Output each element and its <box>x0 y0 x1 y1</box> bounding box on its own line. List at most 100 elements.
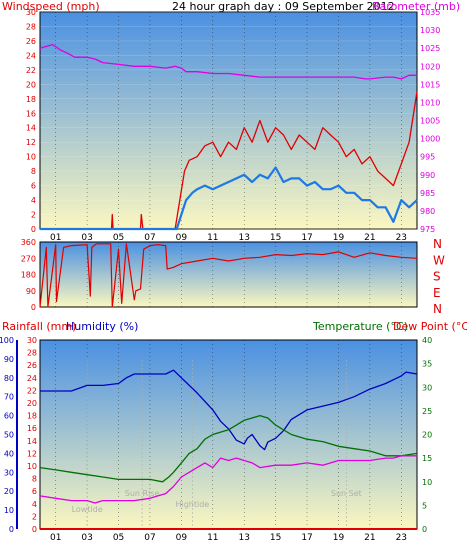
wind-left-y-tick-label: 6 <box>31 182 36 191</box>
wind-left-y-tick-label: 14 <box>26 124 36 133</box>
series-pressure <box>39 43 417 80</box>
wind-x-tick-label: 05 <box>113 233 124 243</box>
climate-x-tick-label: 01 <box>50 533 61 543</box>
wind-x-tick-label: 13 <box>238 233 249 243</box>
direction-compass-label: W <box>433 253 445 267</box>
rain-y-tick-label: 18 <box>27 412 37 421</box>
wind-left-y-tick-label: 18 <box>26 95 36 104</box>
climate-x-tick-label: 13 <box>238 533 249 543</box>
series-temperature <box>39 414 418 483</box>
chart-title: 24 hour graph day : 09 September 2012 <box>172 0 395 13</box>
direction-compass-label: S <box>433 270 441 284</box>
rain-label: Rainfall (mm) <box>2 320 76 333</box>
humidity-y-tick-label: 70 <box>4 393 14 402</box>
climate-x-tick-label: 05 <box>113 533 124 543</box>
wind-left-y-tick-label: 20 <box>26 80 36 89</box>
wind-left-y-tick-label: 4 <box>31 196 36 205</box>
humidity-y-tick-label: 40 <box>4 449 14 458</box>
climate-x-tick-label: 19 <box>333 533 345 543</box>
direction-compass-label: E <box>433 286 441 300</box>
rain-y-tick-label: 16 <box>27 424 37 433</box>
wind-x-tick-label: 23 <box>396 233 407 243</box>
wind-right-y-tick-label: 990 <box>420 171 435 180</box>
wind-right-y-tick-label: 995 <box>420 153 435 162</box>
climate-x-tick-label: 09 <box>176 533 188 543</box>
series-gust <box>40 91 418 230</box>
humidity-label: Humidity (%) <box>66 320 138 333</box>
humidity-y-tick-label: 60 <box>4 412 14 421</box>
wind-left-y-tick-label: 16 <box>26 109 36 118</box>
series-dewpoint <box>39 455 417 504</box>
wind-x-tick-label: 11 <box>207 233 218 243</box>
rain-y-tick-label: 12 <box>27 449 37 458</box>
rain-y-tick-label: 28 <box>27 349 37 358</box>
wind-left-y-tick-label: 10 <box>26 153 36 162</box>
rain-y-tick-label: 4 <box>32 500 37 509</box>
wind-right-y-tick-label: 1025 <box>420 44 440 53</box>
wind-right-y-tick-label: 1030 <box>420 26 440 35</box>
humidity-y-tick-label: 30 <box>4 468 14 477</box>
wind-x-tick-label: 03 <box>81 233 92 243</box>
climate-x-tick-label: 23 <box>396 533 407 543</box>
climate-x-tick-label: 17 <box>301 533 312 543</box>
wind-left-y-tick-label: 22 <box>26 66 36 75</box>
temp-y-tick-label: 25 <box>422 407 432 416</box>
wind-x-tick-label: 01 <box>50 233 61 243</box>
temp-y-tick-label: 35 <box>422 360 432 369</box>
temperature-label: Temperature (°C) <box>312 320 408 333</box>
climate-x-tick-label: 07 <box>144 533 155 543</box>
dir-left-y-tick-label: 90 <box>26 287 36 296</box>
temp-y-tick-label: 15 <box>422 454 432 463</box>
rain-y-tick-label: 0 <box>32 525 37 534</box>
wind-left-y-tick-label: 12 <box>26 138 36 147</box>
dir-left-y-tick-label: 360 <box>21 238 36 247</box>
wind-left-y-tick-label: 8 <box>31 167 36 176</box>
direction-compass-label: N <box>433 237 442 251</box>
wind-right-y-tick-label: 1010 <box>420 98 440 107</box>
temp-y-tick-label: 20 <box>422 431 432 440</box>
rain-y-tick-label: 6 <box>32 487 37 496</box>
rain-y-tick-label: 14 <box>27 437 37 446</box>
humidity-y-tick-label: 50 <box>4 431 14 440</box>
wind-right-label: Barometer (mb) <box>372 0 460 13</box>
dir-left-y-tick-label: 270 <box>21 254 36 263</box>
dir-left-y-tick-label: 0 <box>31 303 36 312</box>
wind-panel <box>39 11 418 230</box>
rain-y-tick-label: 24 <box>27 374 37 383</box>
wind-right-y-tick-label: 1000 <box>420 135 440 144</box>
humidity-y-tick-label: 10 <box>4 506 14 515</box>
wind-left-label: Windspeed (mph) <box>2 0 100 13</box>
series-humidity <box>40 369 418 451</box>
humidity-y-tick-label: 90 <box>4 355 14 364</box>
wind-left-y-tick-label: 2 <box>31 211 36 220</box>
climate-x-tick-label: 03 <box>81 533 92 543</box>
temp-y-tick-label: 5 <box>422 501 427 510</box>
wind-x-tick-label: 17 <box>301 233 312 243</box>
annotation-label: Sun Set <box>331 489 362 498</box>
wind-left-y-tick-label: 26 <box>26 37 36 46</box>
grid-lines <box>40 11 417 529</box>
temp-y-tick-label: 10 <box>422 478 432 487</box>
humidity-y-tick-label: 100 <box>0 336 14 345</box>
climate-x-tick-label: 21 <box>364 533 375 543</box>
annotation-label: Sun Rise <box>125 489 160 498</box>
humidity-y-tick-label: 0 <box>9 525 14 534</box>
rain-y-tick-label: 30 <box>27 336 37 345</box>
wind-right-y-tick-label: 1035 <box>420 8 440 17</box>
wind-x-tick-label: 07 <box>144 233 155 243</box>
wind-right-y-tick-label: 1020 <box>420 62 440 71</box>
temp-y-tick-label: 30 <box>422 383 432 392</box>
rain-y-tick-label: 10 <box>27 462 37 471</box>
wind-right-y-tick-label: 1015 <box>420 80 440 89</box>
temp-y-tick-label: 40 <box>422 336 432 345</box>
annotation-label: Lowtide <box>72 505 103 514</box>
climate-x-tick-label: 15 <box>270 533 281 543</box>
climate-x-tick-label: 11 <box>207 533 218 543</box>
rain-y-tick-label: 2 <box>32 512 37 521</box>
rain-y-tick-label: 22 <box>27 386 37 395</box>
series-group <box>39 43 418 530</box>
annotation-label: Hightide <box>175 500 209 509</box>
wind-x-tick-label: 21 <box>364 233 375 243</box>
rain-y-tick-label: 26 <box>27 361 37 370</box>
rain-y-tick-label: 8 <box>32 475 37 484</box>
